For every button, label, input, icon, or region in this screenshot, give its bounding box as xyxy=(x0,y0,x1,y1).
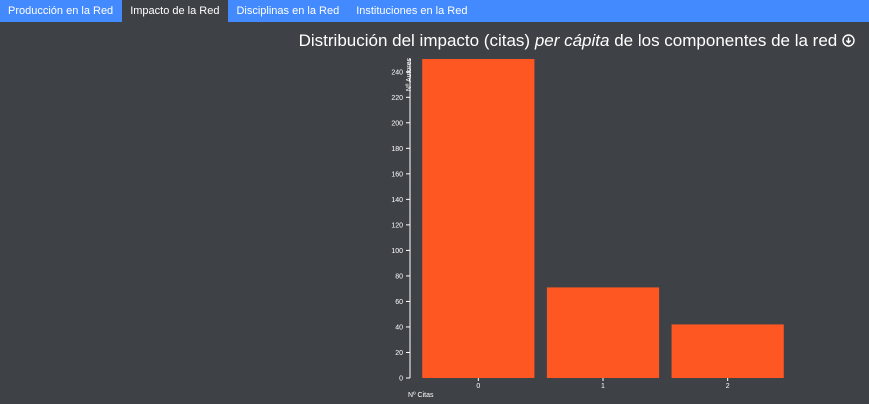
nav-tab[interactable]: Impacto de la Red xyxy=(122,0,229,22)
y-tick-label: 140 xyxy=(391,197,403,204)
nav-tab[interactable]: Instituciones en la Red xyxy=(356,5,468,17)
y-tick-label: 60 xyxy=(395,299,403,306)
y-tick-label: 40 xyxy=(395,324,403,331)
nav-tab[interactable]: Disciplinas en la Red xyxy=(236,5,340,17)
y-tick-label: 220 xyxy=(391,95,403,102)
bar xyxy=(422,59,535,378)
title-start: Distribución del impacto (citas) xyxy=(298,31,531,50)
download-icon[interactable] xyxy=(842,34,855,47)
x-tick-label: 2 xyxy=(726,383,730,390)
y-tick-label: 0 xyxy=(399,376,403,383)
y-tick-label: 80 xyxy=(395,273,403,280)
x-tick-label: 1 xyxy=(601,383,605,390)
bar xyxy=(671,324,784,378)
y-tick-label: 200 xyxy=(391,120,403,127)
title-emphasis: per cápita xyxy=(534,31,610,50)
y-tick-label: 180 xyxy=(391,146,403,153)
chart-title: Distribución del impacto (citas) per cáp… xyxy=(299,31,855,51)
bar xyxy=(546,287,660,378)
y-tick-label: 100 xyxy=(391,248,403,255)
y-axis-label: Nº Autores xyxy=(406,58,413,92)
nav-tab[interactable]: Producción en la Red xyxy=(8,5,114,17)
nav-bar: Producción en la Red Impacto de la Red Dis… xyxy=(0,0,869,22)
x-tick-label: 0 xyxy=(476,383,480,390)
y-tick-label: 160 xyxy=(391,171,403,178)
x-axis-label: Nº Citas xyxy=(408,392,434,399)
title-end: de los componentes de la red xyxy=(614,31,838,50)
y-tick-label: 20 xyxy=(395,350,403,357)
y-tick-label: 240 xyxy=(391,69,403,76)
y-tick-label: 120 xyxy=(391,222,403,229)
